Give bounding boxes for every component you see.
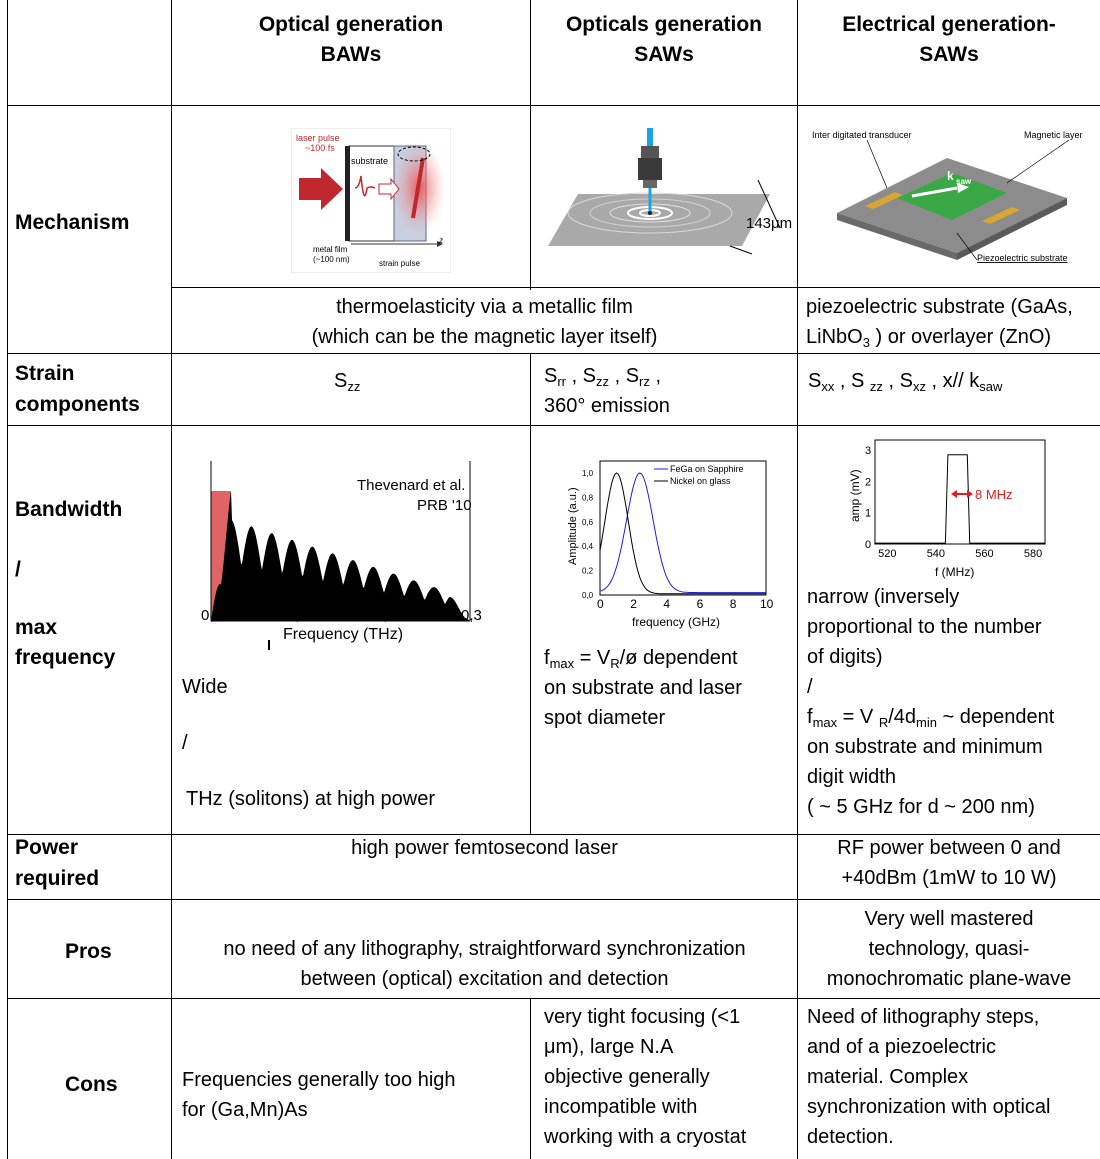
thevenard-annotation: Thevenard et al. xyxy=(357,477,465,494)
ghz-xlabel: frequency (GHz) xyxy=(632,615,720,629)
header-electrical-saws: Electrical generation- SAWs xyxy=(842,13,1056,66)
thz-tick-3: 0,3 xyxy=(461,607,482,624)
ghz-xtick: 4 xyxy=(663,597,670,611)
mhz-xtick: 520 xyxy=(878,548,896,560)
ghz-xtick: 6 xyxy=(697,597,704,611)
thz-tick-1: 0,1 xyxy=(287,607,308,624)
row-label-mechanism: Mechanism xyxy=(15,211,130,234)
ghz-xtick: 8 xyxy=(730,597,737,611)
ksaw-label: k xyxy=(947,169,954,183)
cons-col1: Frequencies generally too high for (Ga,Mn… xyxy=(182,1069,456,1121)
bandwidth-col3-text: narrow (inversely proportional to the nu… xyxy=(807,586,1055,818)
strain-col2: Srr , Szz , Srz , 360° emission xyxy=(544,365,670,417)
mhz-spectrum-chart: 3 2 1 0 520 540 560 580 8 MHz f (MHz) amp (mV) xyxy=(837,434,1052,580)
header-optical-baws: Optical generation BAWs xyxy=(258,13,444,66)
thz-tick-2: 0,2 xyxy=(375,607,396,624)
power-electrical: RF power between 0 and +40dBm (1mW to 10 … xyxy=(837,837,1061,889)
metal-film-label: metal film xyxy=(313,245,348,254)
ghz-ytick: 0,6 xyxy=(582,518,594,527)
prb-annotation: PRB '10 xyxy=(417,497,472,514)
cons-col2: very tight focusing (<1 μm), large N.A obj… xyxy=(544,1006,747,1148)
laser-label: laser pulse xyxy=(296,133,340,143)
ghz-ytick: 0,8 xyxy=(582,493,594,502)
laser-duration-label: ~100 fs xyxy=(305,143,335,153)
ghz-ytick: 0,2 xyxy=(582,567,594,576)
magnetic-layer-label: Magnetic layer xyxy=(1024,130,1083,140)
substrate-label: substrate xyxy=(351,156,388,166)
ghz-ytick: 1,0 xyxy=(582,469,594,478)
thz-tick-0: 0,0 xyxy=(201,607,222,624)
electrical-saw-diagram: k saw Inter digitated transducer Magneti… xyxy=(812,130,1083,263)
pros-optical: no need of any lithography, straightforw… xyxy=(223,938,746,990)
legend-nickel: Nickel on glass xyxy=(670,476,731,486)
power-optical: high power femtosecond laser xyxy=(351,837,618,859)
cons-col3: Need of lithography steps, and of a piezo… xyxy=(807,1006,1051,1148)
bandwidth-col2-text: fmax = VR/ø dependent on substrate and l… xyxy=(544,647,742,729)
ghz-ytick: 0,0 xyxy=(582,591,594,600)
strain-col3: Sxx , S zz , Sxz , x// ksaw xyxy=(808,370,1003,394)
header-optical-saws: Opticals generation SAWs xyxy=(565,13,763,66)
row-label-bandwidth: Bandwidth / max frequency xyxy=(15,498,123,669)
mhz-xlabel: f (MHz) xyxy=(935,565,974,579)
mhz-ytick: 0 xyxy=(865,539,871,551)
optical-mechanism-text: thermoelasticity via a metallic film (whi… xyxy=(311,296,658,348)
ghz-ytick: 0,4 xyxy=(582,542,594,551)
mhz-xtick: 580 xyxy=(1024,548,1042,560)
row-label-cons: Cons xyxy=(65,1073,118,1096)
mhz-ytick: 1 xyxy=(865,508,871,520)
idt-label: Inter digitated transducer xyxy=(812,130,912,140)
ghz-xtick: 10 xyxy=(760,597,774,611)
mhz-xtick: 560 xyxy=(975,548,993,560)
ghz-spectrum-chart: FeGa on Sapphire Nickel on glass 1,0 0,8 0… xyxy=(544,455,776,635)
mhz-ytick: 2 xyxy=(865,476,871,488)
ghz-xtick: 0 xyxy=(597,597,604,611)
mhz-ytick: 3 xyxy=(865,445,871,457)
mhz-xtick: 540 xyxy=(927,548,945,560)
ksaw-subscript: saw xyxy=(956,177,972,186)
electrical-mechanism-text: piezoelectric substrate (GaAs, LiNbO3 ) … xyxy=(806,296,1073,350)
row-label-strain: Strain components xyxy=(15,362,140,416)
optical-saw-diagram: 143μm xyxy=(548,128,792,255)
metal-film-thickness-label: (~100 nm) xyxy=(313,255,350,264)
strain-col1: Szz xyxy=(334,370,361,394)
8mhz-annotation: 8 MHz xyxy=(975,487,1013,502)
z-axis-label: z xyxy=(438,236,443,245)
optical-baw-diagram: z laser pulse ~100 fs substrate metal fi… xyxy=(291,128,451,273)
bandwidth-col1-text: Wide / THz (solitons) at high power xyxy=(182,676,435,810)
mhz-ylabel: amp (mV) xyxy=(848,469,862,522)
thz-xlabel: Frequency (THz) xyxy=(283,626,403,643)
ghz-ylabel: Amplitude (a.u.) xyxy=(567,487,579,565)
piezo-substrate-label: Piezoelectric substrate xyxy=(977,253,1068,263)
legend-fega: FeGa on Sapphire xyxy=(670,464,744,474)
strain-pulse-label: strain pulse xyxy=(379,259,420,268)
row-label-power: Power required xyxy=(15,836,100,890)
pros-electrical: Very well mastered technology, quasi-mono… xyxy=(826,908,1072,990)
spot-size-label: 143μm xyxy=(746,215,792,232)
thz-spectrum-chart: Thevenard et al. PRB '10 0,0 0,1 0,2 0,3… xyxy=(195,456,493,651)
row-label-pros: Pros xyxy=(65,940,112,963)
ghz-xtick: 2 xyxy=(630,597,637,611)
